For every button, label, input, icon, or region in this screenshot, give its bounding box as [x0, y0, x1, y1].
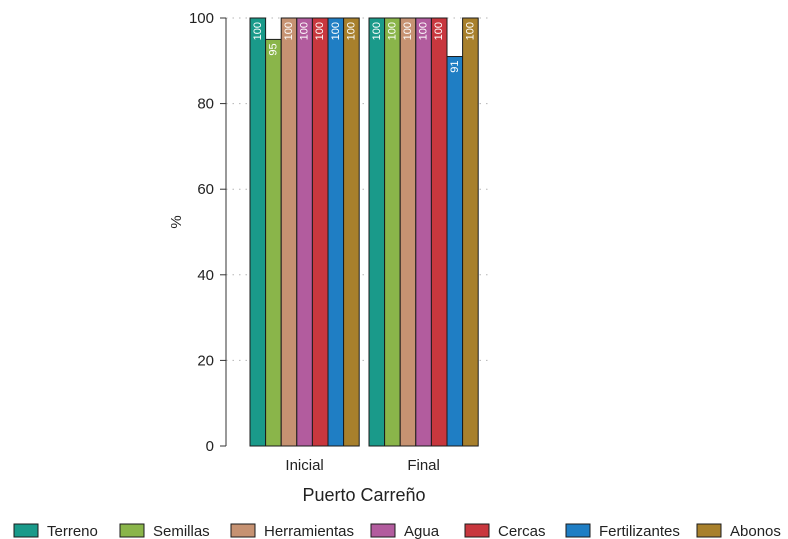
x-category-label-final: Final [407, 457, 440, 474]
data-label-inicial-fertilizantes: 100 [330, 22, 342, 40]
legend-swatch-abonos [696, 523, 722, 538]
legend: Terreno Semillas Herramientas Agua Cercas Fer… [13, 523, 781, 539]
legend-swatch-semillas [119, 523, 145, 538]
bar-inicial-cercas [311, 17, 329, 447]
legend-item-terreno: Terreno [13, 523, 98, 539]
bar-final-abonos [462, 17, 479, 447]
legend-swatch-fertilizantes [565, 523, 591, 538]
legend-item-abonos: Abonos [696, 523, 781, 539]
y-tick-label-60: 60 [197, 181, 214, 198]
bar-inicial-abonos [343, 17, 360, 447]
bar-final-herramientas [399, 17, 417, 447]
bar-final-agua [415, 17, 432, 447]
y-tick-label-80: 80 [197, 96, 214, 113]
data-label-final-cercas: 100 [433, 22, 445, 40]
bar-inicial-terreno [249, 17, 267, 447]
bar-inicial-semillas [265, 38, 282, 447]
legend-label-fertilizantes: Fertilizantes [599, 523, 680, 539]
data-label-inicial-terreno: 100 [252, 22, 264, 40]
bar-final-terreno [368, 17, 386, 447]
bar-final-semillas [384, 17, 401, 447]
bar-inicial-fertilizantes [327, 17, 345, 447]
data-label-final-fertilizantes: 91 [449, 61, 461, 73]
data-label-inicial-agua: 100 [299, 22, 311, 40]
y-axis-title: % [168, 215, 185, 228]
data-label-final-abonos: 100 [464, 22, 476, 40]
legend-label-abonos: Abonos [730, 523, 781, 539]
y-tick-label-20: 20 [197, 352, 214, 369]
y-tick-label-100: 100 [189, 10, 214, 27]
legend-swatch-terreno [13, 523, 39, 538]
data-label-final-herramientas: 100 [402, 22, 414, 40]
data-label-inicial-abonos: 100 [345, 22, 357, 40]
data-label-final-terreno: 100 [371, 22, 383, 40]
data-label-final-agua: 100 [418, 22, 430, 40]
bar-inicial-agua [296, 17, 313, 447]
legend-item-semillas: Semillas [119, 523, 210, 539]
legend-item-herramientas: Herramientas [230, 523, 354, 539]
legend-item-fertilizantes: Fertilizantes [565, 523, 680, 539]
legend-label-cercas: Cercas [498, 523, 546, 539]
legend-swatch-herramientas [230, 523, 256, 538]
legend-label-herramientas: Herramientas [264, 523, 354, 539]
bar-final-fertilizantes [446, 56, 464, 447]
bar-inicial-herramientas [280, 17, 298, 447]
legend-swatch-cercas [464, 523, 490, 538]
legend-item-agua: Agua [370, 523, 440, 539]
data-label-inicial-herramientas: 100 [283, 22, 295, 40]
legend-label-terreno: Terreno [47, 523, 98, 539]
y-tick-label-0: 0 [206, 438, 214, 455]
legend-item-cercas: Cercas [464, 523, 546, 539]
bar-final-cercas [430, 17, 448, 447]
legend-label-agua: Agua [404, 523, 440, 539]
axis-layer: 0 20 40 60 80 100 Inicial Final [189, 10, 440, 474]
legend-swatch-agua [370, 523, 396, 538]
y-tick-label-40: 40 [197, 267, 214, 284]
x-axis-title: Puerto Carreño [302, 485, 425, 505]
data-label-final-semillas: 100 [386, 22, 398, 40]
legend-label-semillas: Semillas [153, 523, 210, 539]
bar-layer [249, 17, 479, 447]
data-label-inicial-semillas: 95 [267, 43, 279, 55]
data-label-inicial-cercas: 100 [314, 22, 326, 40]
x-category-label-inicial: Inicial [285, 457, 323, 474]
